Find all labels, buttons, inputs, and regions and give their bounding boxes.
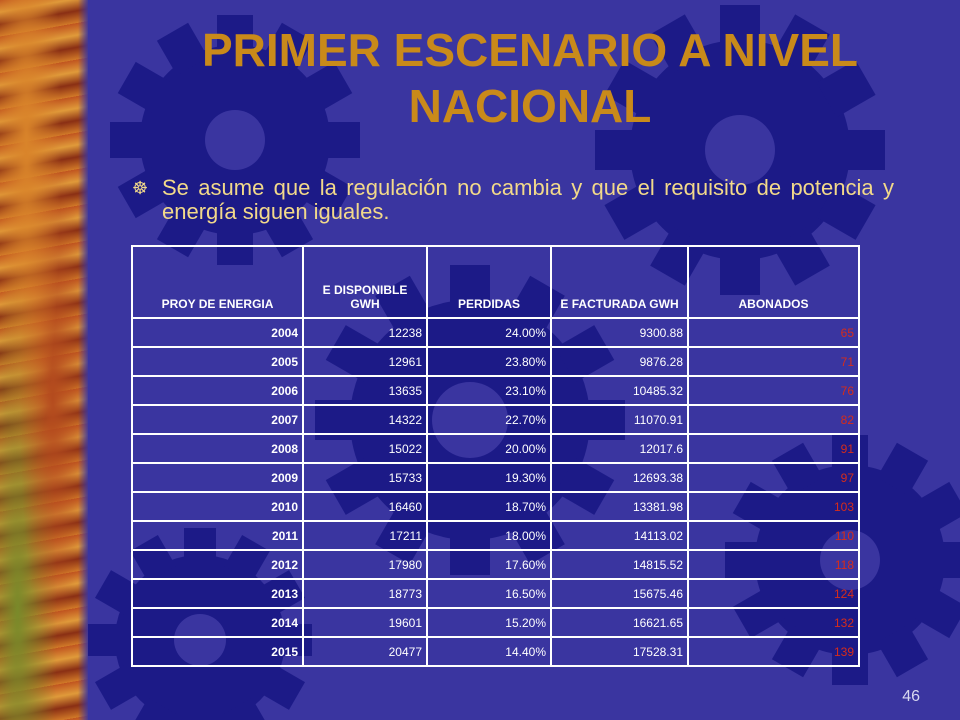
abonados-cell: 82 [687, 404, 860, 435]
table-row: 2012 17980 17.60% 14815.52 118 [131, 549, 860, 580]
table-row: 2010 16460 18.70% 13381.98 103 [131, 491, 860, 522]
year-cell: 2011 [131, 520, 304, 551]
abonados-cell: 103 [687, 491, 860, 522]
table-row: 2005 12961 23.80% 9876.28 71 [131, 346, 860, 377]
year-cell: 2013 [131, 578, 304, 609]
e-disponible-cell: 15733 [302, 462, 428, 493]
header-e-disponible-gwh: E DISPONIBLE GWH [302, 245, 428, 319]
e-facturada-cell: 11070.91 [550, 404, 689, 435]
e-facturada-cell: 12017.6 [550, 433, 689, 464]
perdidas-cell: 16.50% [426, 578, 552, 609]
header-perdidas: PERDIDAS [426, 245, 552, 319]
perdidas-cell: 18.00% [426, 520, 552, 551]
perdidas-cell: 19.30% [426, 462, 552, 493]
header-abonados: ABONADOS [687, 245, 860, 319]
e-facturada-cell: 13381.98 [550, 491, 689, 522]
table-row: 2013 18773 16.50% 15675.46 124 [131, 578, 860, 609]
abonados-cell: 118 [687, 549, 860, 580]
perdidas-cell: 23.80% [426, 346, 552, 377]
table-header-row: PROY DE ENERGIA E DISPONIBLE GWH PERDIDA… [131, 245, 860, 319]
bullet-text: Se asume que la regulación no cambia y q… [162, 175, 894, 224]
perdidas-cell: 14.40% [426, 636, 552, 667]
e-facturada-cell: 15675.46 [550, 578, 689, 609]
e-disponible-cell: 16460 [302, 491, 428, 522]
bullet-paragraph: ☸ Se asume que la regulación no cambia y… [132, 176, 894, 224]
e-disponible-cell: 18773 [302, 578, 428, 609]
abonados-cell: 91 [687, 433, 860, 464]
e-disponible-cell: 17980 [302, 549, 428, 580]
abonados-cell: 110 [687, 520, 860, 551]
e-disponible-cell: 15022 [302, 433, 428, 464]
table-body: 2004 12238 24.00% 9300.88 65 2005 12961 23.80% 9… [131, 317, 860, 667]
e-facturada-cell: 9876.28 [550, 346, 689, 377]
e-facturada-cell: 9300.88 [550, 317, 689, 348]
table-row: 2006 13635 23.10% 10485.32 76 [131, 375, 860, 406]
abonados-cell: 71 [687, 346, 860, 377]
abonados-cell: 65 [687, 317, 860, 348]
year-cell: 2006 [131, 375, 304, 406]
page-number: 46 [902, 688, 920, 705]
perdidas-cell: 24.00% [426, 317, 552, 348]
e-disponible-cell: 13635 [302, 375, 428, 406]
table-row: 2011 17211 18.00% 14113.02 110 [131, 520, 860, 551]
e-disponible-cell: 17211 [302, 520, 428, 551]
e-facturada-cell: 14113.02 [550, 520, 689, 551]
e-disponible-cell: 20477 [302, 636, 428, 667]
year-cell: 2014 [131, 607, 304, 638]
perdidas-cell: 15.20% [426, 607, 552, 638]
perdidas-cell: 20.00% [426, 433, 552, 464]
e-disponible-cell: 12961 [302, 346, 428, 377]
table-row: 2004 12238 24.00% 9300.88 65 [131, 317, 860, 348]
perdidas-cell: 17.60% [426, 549, 552, 580]
year-cell: 2010 [131, 491, 304, 522]
e-facturada-cell: 16621.65 [550, 607, 689, 638]
header-e-facturada-gwh: E FACTURADA GWH [550, 245, 689, 319]
e-facturada-cell: 14815.52 [550, 549, 689, 580]
year-cell: 2015 [131, 636, 304, 667]
e-disponible-cell: 12238 [302, 317, 428, 348]
abonados-cell: 124 [687, 578, 860, 609]
perdidas-cell: 18.70% [426, 491, 552, 522]
e-facturada-cell: 12693.38 [550, 462, 689, 493]
year-cell: 2009 [131, 462, 304, 493]
table-row: 2014 19601 15.20% 16621.65 132 [131, 607, 860, 638]
e-facturada-cell: 10485.32 [550, 375, 689, 406]
year-cell: 2004 [131, 317, 304, 348]
slide-title: PRIMER ESCENARIO A NIVEL NACIONAL [202, 24, 858, 132]
year-cell: 2012 [131, 549, 304, 580]
e-facturada-cell: 17528.31 [550, 636, 689, 667]
decorative-left-strip [0, 0, 88, 720]
header-proy-de-energia: PROY DE ENERGIA [131, 245, 304, 319]
gear-bullet-icon: ☸ [132, 178, 149, 198]
table-row: 2007 14322 22.70% 11070.91 82 [131, 404, 860, 435]
energy-projection-table: PROY DE ENERGIA E DISPONIBLE GWH PERDIDA… [131, 245, 860, 667]
year-cell: 2005 [131, 346, 304, 377]
e-disponible-cell: 14322 [302, 404, 428, 435]
abonados-cell: 139 [687, 636, 860, 667]
table-row: 2008 15022 20.00% 12017.6 91 [131, 433, 860, 464]
abonados-cell: 76 [687, 375, 860, 406]
perdidas-cell: 22.70% [426, 404, 552, 435]
year-cell: 2007 [131, 404, 304, 435]
e-disponible-cell: 19601 [302, 607, 428, 638]
year-cell: 2008 [131, 433, 304, 464]
abonados-cell: 97 [687, 462, 860, 493]
table-row: 2015 20477 14.40% 17528.31 139 [131, 636, 860, 667]
table-row: 2009 15733 19.30% 12693.38 97 [131, 462, 860, 493]
perdidas-cell: 23.10% [426, 375, 552, 406]
abonados-cell: 132 [687, 607, 860, 638]
